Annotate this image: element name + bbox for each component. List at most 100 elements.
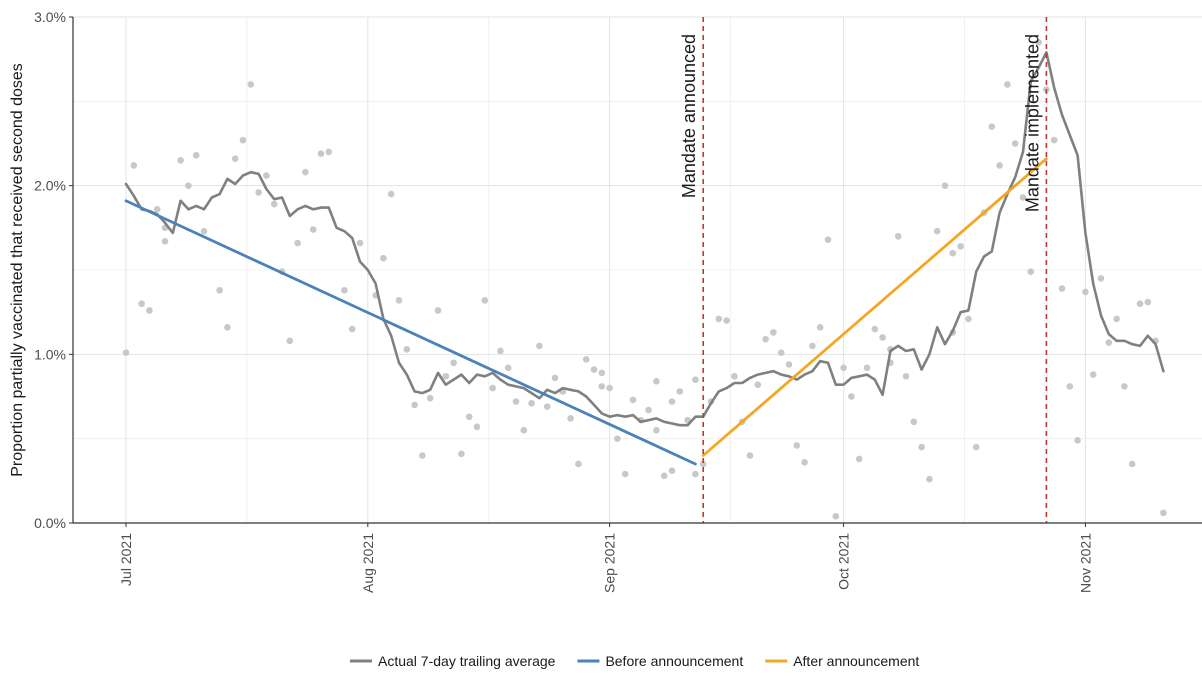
daily-point	[645, 406, 652, 414]
y-tick-label: 0.0%	[34, 515, 66, 531]
daily-point	[325, 148, 333, 156]
daily-point	[341, 286, 348, 294]
daily-point	[1019, 194, 1027, 201]
daily-point	[777, 349, 785, 356]
daily-point	[855, 455, 863, 463]
annotation-label: Mandate announced	[679, 34, 699, 198]
daily-point	[668, 467, 676, 475]
daily-point	[224, 324, 231, 331]
daily-point	[185, 182, 192, 189]
daily-point	[848, 393, 855, 400]
daily-point	[629, 396, 637, 404]
daily-point	[411, 401, 418, 409]
daily-point	[715, 315, 723, 323]
daily-point	[606, 384, 613, 392]
series-line-actual-7-day-trailing-average	[124, 51, 1165, 427]
daily-point	[536, 342, 543, 350]
daily-point	[270, 200, 278, 208]
daily-points	[122, 39, 1167, 520]
daily-point	[785, 361, 793, 368]
daily-point	[177, 157, 184, 164]
daily-point	[692, 376, 699, 383]
daily-point	[575, 460, 582, 468]
y-axis-title: Proportion partially vaccinated that rec…	[9, 63, 26, 477]
legend-label-before-announcement: Before announcement	[605, 653, 743, 669]
daily-point	[1066, 383, 1074, 390]
legend-label-after-announcement: After announcement	[793, 653, 919, 669]
daily-point	[504, 364, 512, 372]
daily-point	[582, 356, 590, 363]
daily-point	[840, 364, 847, 372]
daily-point	[419, 452, 426, 459]
daily-point	[863, 364, 871, 372]
daily-point	[153, 205, 161, 213]
daily-point	[1160, 509, 1167, 517]
annotations: Mandate announced Mandate implemented	[679, 17, 1048, 523]
daily-point	[1074, 437, 1081, 444]
daily-point	[309, 226, 317, 233]
daily-point	[1121, 383, 1128, 390]
x-tick-label: Nov 2021	[1077, 533, 1093, 593]
daily-point	[567, 415, 574, 422]
daily-point	[949, 249, 957, 257]
daily-point	[653, 426, 660, 434]
daily-point	[731, 372, 738, 380]
daily-point	[933, 227, 941, 235]
daily-point	[239, 136, 247, 144]
daily-point	[598, 369, 606, 377]
daily-point	[356, 239, 364, 247]
daily-point	[1050, 136, 1058, 144]
daily-point	[770, 329, 777, 336]
daily-point	[434, 307, 442, 314]
daily-point	[894, 232, 902, 240]
daily-point	[403, 345, 411, 353]
daily-point	[824, 236, 832, 243]
daily-point	[621, 470, 629, 478]
daily-point	[614, 435, 621, 442]
daily-point	[317, 150, 325, 157]
daily-point	[192, 152, 200, 159]
annotation-label: Mandate implemented	[1022, 34, 1042, 212]
daily-point	[754, 381, 762, 388]
daily-point	[801, 458, 808, 466]
daily-point	[692, 470, 699, 478]
daily-point	[465, 413, 473, 421]
axes: 0.0% 1.0% 2.0% 3.0% Jul 2021 Aug 2021 Sep 2021…	[34, 9, 1202, 593]
daily-point	[1035, 39, 1042, 46]
daily-point	[1113, 315, 1120, 323]
daily-point	[426, 394, 434, 402]
daily-point	[497, 347, 504, 355]
daily-point	[146, 307, 153, 314]
daily-point	[473, 423, 481, 431]
daily-point	[598, 383, 606, 390]
x-tick-label: Aug 2021	[360, 533, 376, 593]
daily-point	[442, 372, 450, 380]
daily-point	[988, 123, 996, 130]
daily-point	[302, 168, 309, 176]
y-tick-label: 2.0%	[34, 178, 66, 194]
daily-point	[699, 460, 707, 468]
daily-point	[200, 227, 208, 235]
daily-point	[551, 374, 559, 382]
legend: Actual 7-day trailing average Before anno…	[350, 653, 919, 669]
daily-point	[255, 189, 262, 196]
daily-point	[481, 297, 489, 304]
daily-point	[387, 190, 395, 198]
y-tick-label: 1.0%	[34, 346, 66, 362]
daily-point	[1128, 460, 1136, 468]
daily-point	[972, 443, 980, 451]
daily-point	[395, 297, 403, 304]
daily-point	[723, 317, 730, 324]
daily-point	[832, 512, 840, 520]
series-line-after-announcement	[701, 157, 1048, 457]
daily-point	[286, 337, 294, 345]
daily-point	[926, 475, 933, 483]
daily-point	[1097, 275, 1105, 282]
daily-point	[809, 342, 816, 350]
daily-point	[348, 325, 356, 333]
x-tick-label: Sep 2021	[602, 533, 618, 593]
daily-point	[941, 182, 949, 189]
daily-point	[910, 418, 918, 426]
daily-point	[247, 81, 255, 88]
